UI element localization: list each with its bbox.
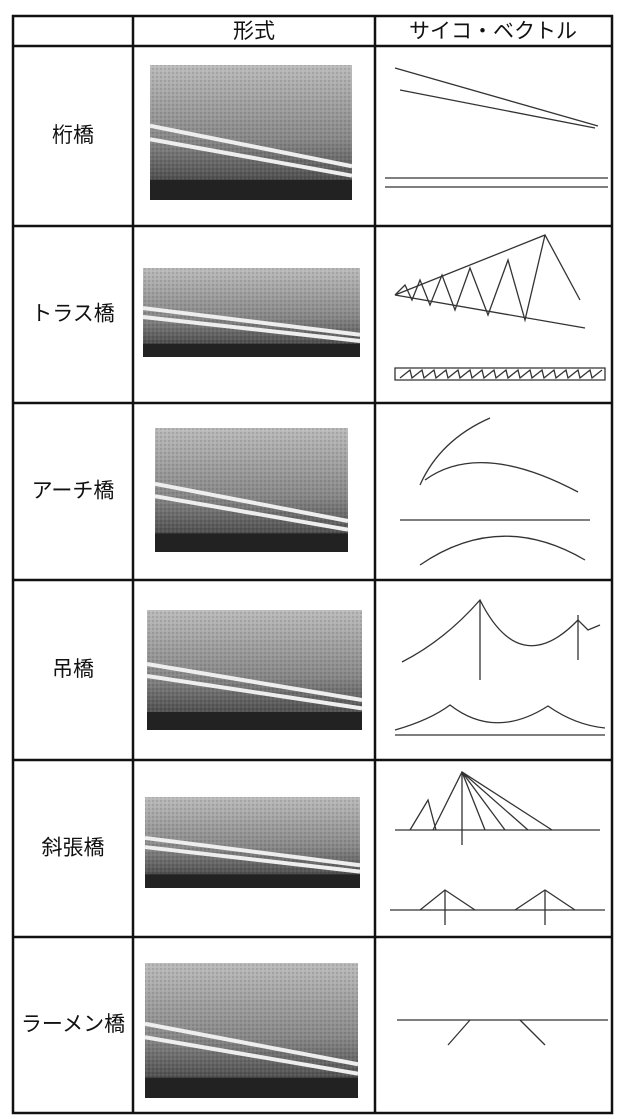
photo-ground	[150, 179, 352, 200]
column-header: 形式	[233, 19, 275, 43]
vector-sketch	[397, 1019, 608, 1046]
sketch-line	[409, 798, 437, 831]
sketch-line	[394, 704, 606, 731]
sketch-line	[432, 771, 553, 831]
sketch-line	[461, 771, 529, 831]
sketch-line	[399, 89, 596, 129]
sketch-line	[394, 294, 586, 329]
column-header: サイコ・ベクトル	[409, 19, 577, 43]
photo-ground	[147, 712, 362, 730]
bridge-photo	[146, 610, 363, 730]
photo-ground	[143, 343, 360, 357]
sketch-line	[447, 1019, 471, 1046]
sketch-line	[394, 234, 581, 301]
vector-sketch	[400, 417, 590, 566]
sketch-line	[394, 234, 546, 323]
bridge-photo	[154, 428, 349, 552]
sketch-line	[394, 367, 606, 381]
bridge-type: アーチ橋	[32, 479, 115, 503]
photo-structure	[144, 835, 361, 874]
photo-structure	[146, 662, 363, 711]
photo-ground	[145, 1077, 358, 1098]
photo-ground	[155, 533, 348, 552]
vector-sketch	[394, 234, 606, 381]
sketch-line	[401, 598, 601, 663]
bridge-photo	[149, 65, 353, 200]
sketch-line	[424, 461, 579, 493]
sketch-line	[419, 535, 586, 566]
sketch-line	[399, 368, 603, 380]
sketch-line	[419, 417, 491, 486]
bridge-type: 吊橋	[52, 657, 94, 681]
sketch-line	[394, 67, 599, 127]
bridge-type: トラス橋	[31, 302, 115, 326]
photo-structure	[144, 1021, 359, 1076]
vector-sketch	[394, 598, 606, 736]
table-border	[11, 14, 614, 1115]
photo-ground	[145, 874, 360, 888]
photo-structure	[149, 123, 353, 178]
photo-structure	[142, 306, 361, 343]
vector-sketch	[390, 771, 605, 925]
bridge-photo	[142, 268, 361, 357]
bridge-type: 斜張橋	[42, 836, 105, 860]
bridge-type: 桁橋	[52, 123, 94, 147]
bridge-photo	[144, 963, 359, 1098]
sketch-line	[519, 1019, 546, 1046]
vector-sketch	[385, 67, 608, 188]
photo-structure	[154, 481, 349, 532]
sketch-line	[419, 889, 476, 911]
bridge-photo	[144, 797, 361, 888]
bridge-type: ラーメン橋	[21, 1012, 125, 1036]
